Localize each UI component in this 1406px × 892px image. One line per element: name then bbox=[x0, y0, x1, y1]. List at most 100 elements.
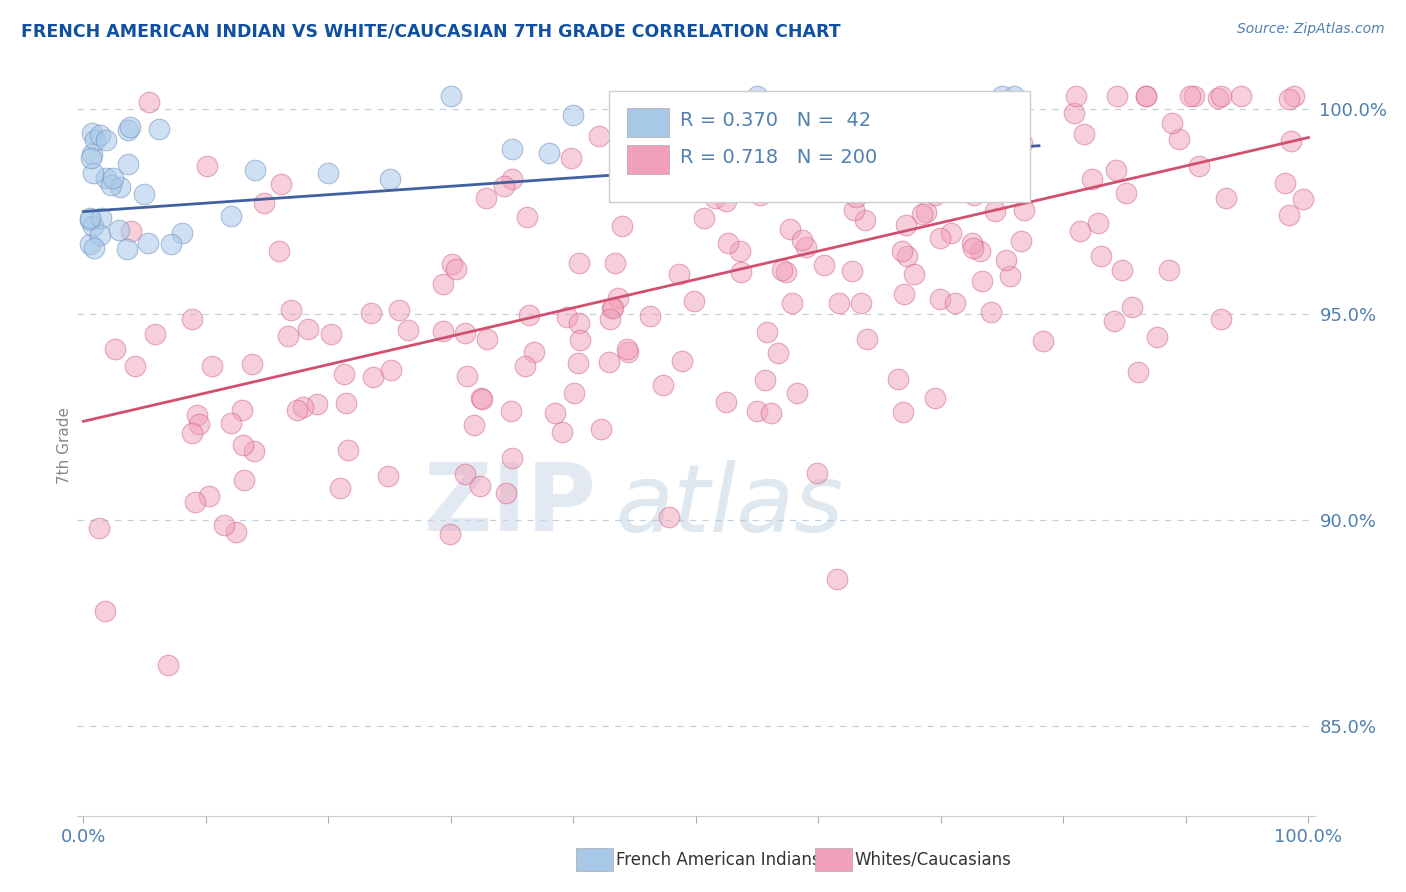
Point bbox=[544, 407, 567, 421]
Point bbox=[792, 233, 814, 247]
Point bbox=[523, 345, 546, 359]
Point bbox=[991, 89, 1014, 103]
Point bbox=[560, 151, 582, 165]
Point bbox=[94, 133, 117, 147]
Point bbox=[943, 296, 966, 310]
Point bbox=[432, 277, 454, 292]
Point bbox=[516, 210, 538, 224]
Point bbox=[440, 257, 463, 271]
Point bbox=[157, 657, 180, 672]
Point bbox=[1107, 89, 1129, 103]
Point bbox=[89, 227, 111, 242]
Point bbox=[517, 308, 540, 322]
Point bbox=[599, 311, 621, 326]
Point bbox=[243, 443, 266, 458]
Point bbox=[557, 310, 579, 325]
Point bbox=[494, 178, 516, 193]
Point bbox=[1178, 89, 1201, 103]
Point bbox=[1004, 89, 1026, 103]
Point bbox=[1012, 202, 1035, 217]
Point bbox=[117, 157, 139, 171]
Point bbox=[143, 327, 166, 342]
Point bbox=[495, 486, 517, 500]
Point bbox=[671, 354, 693, 368]
Point bbox=[318, 166, 340, 180]
Point bbox=[456, 369, 478, 384]
Point bbox=[569, 333, 592, 347]
Point bbox=[108, 180, 131, 194]
Point bbox=[219, 416, 242, 430]
Point bbox=[1146, 330, 1168, 344]
Text: Whites/Caucasians: Whites/Caucasians bbox=[855, 851, 1012, 869]
Point bbox=[1278, 92, 1301, 106]
Point bbox=[181, 312, 204, 326]
Text: Source: ZipAtlas.com: Source: ZipAtlas.com bbox=[1237, 22, 1385, 37]
Point bbox=[1090, 249, 1112, 263]
Point bbox=[610, 219, 633, 233]
Point bbox=[1215, 191, 1237, 205]
Point bbox=[1073, 127, 1095, 141]
Point bbox=[896, 249, 918, 263]
Point bbox=[780, 296, 803, 310]
Point bbox=[225, 524, 247, 539]
Point bbox=[769, 169, 792, 183]
Point bbox=[896, 218, 918, 232]
Point bbox=[1135, 89, 1157, 103]
Point bbox=[396, 323, 419, 337]
Point bbox=[804, 179, 827, 194]
Point bbox=[842, 202, 865, 217]
Point bbox=[770, 263, 793, 277]
Point bbox=[616, 342, 638, 356]
Point bbox=[747, 89, 769, 103]
Point bbox=[1284, 89, 1306, 103]
Point bbox=[887, 371, 910, 385]
Point bbox=[853, 212, 876, 227]
Point bbox=[117, 122, 139, 136]
Point bbox=[551, 425, 574, 439]
Point bbox=[82, 166, 104, 180]
Text: French American Indians: French American Indians bbox=[616, 851, 821, 869]
Point bbox=[745, 404, 768, 418]
Point bbox=[903, 267, 925, 281]
Point bbox=[766, 346, 789, 360]
Point bbox=[240, 357, 263, 371]
Point bbox=[869, 122, 891, 136]
Point bbox=[1188, 159, 1211, 173]
Point bbox=[80, 151, 103, 165]
Point bbox=[186, 408, 208, 422]
Point bbox=[716, 194, 738, 208]
Point bbox=[378, 172, 401, 186]
Point bbox=[377, 468, 399, 483]
Point bbox=[297, 322, 319, 336]
Point bbox=[432, 324, 454, 338]
Point bbox=[1279, 134, 1302, 148]
Point bbox=[329, 481, 352, 495]
Point bbox=[477, 332, 499, 346]
Point bbox=[924, 391, 946, 405]
Point bbox=[1168, 132, 1191, 146]
Point bbox=[756, 179, 779, 194]
Point bbox=[233, 473, 256, 487]
Point bbox=[501, 451, 523, 466]
Point bbox=[120, 224, 142, 238]
Point bbox=[1209, 89, 1232, 103]
Point bbox=[388, 303, 411, 318]
Point bbox=[749, 187, 772, 202]
Point bbox=[915, 204, 938, 219]
Point bbox=[252, 195, 274, 210]
Point bbox=[685, 142, 707, 156]
Point bbox=[1087, 217, 1109, 231]
Point bbox=[841, 264, 863, 278]
Point bbox=[104, 342, 127, 356]
Point bbox=[231, 402, 253, 417]
Point bbox=[333, 367, 356, 381]
Point bbox=[962, 241, 984, 255]
Point bbox=[995, 103, 1018, 118]
Point bbox=[453, 467, 475, 482]
Point bbox=[568, 256, 591, 270]
Point bbox=[335, 396, 357, 410]
Point bbox=[219, 210, 242, 224]
Point bbox=[891, 244, 914, 259]
Point bbox=[730, 244, 752, 258]
Point bbox=[108, 223, 131, 237]
